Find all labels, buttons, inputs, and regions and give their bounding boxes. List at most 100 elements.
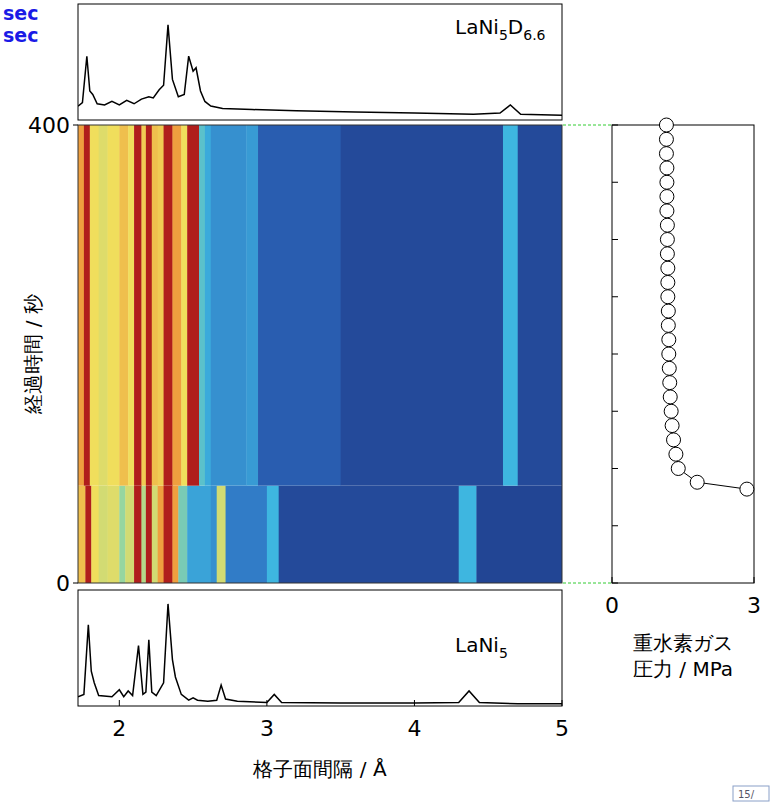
- heatmap-cell: [152, 125, 158, 486]
- y-tick: [612, 182, 618, 183]
- pressure-point: [661, 318, 675, 332]
- heatmap-cell: [503, 125, 518, 486]
- page-number: 15/: [738, 789, 755, 800]
- pressure-point: [662, 347, 676, 361]
- pressure-point: [671, 462, 685, 476]
- profile-plot: [78, 604, 562, 704]
- y-axis-title: 経過時間 / 秒: [21, 294, 45, 414]
- heatmap-cell: [211, 125, 247, 486]
- heatmap-cell: [279, 486, 459, 583]
- x-tick-label: 0: [605, 593, 619, 618]
- pressure-point: [659, 118, 673, 132]
- x-tick: [414, 700, 415, 706]
- y-tick: [612, 468, 618, 469]
- x-tick: [754, 577, 755, 583]
- heatmap-cell: [158, 125, 164, 486]
- heatmap-cell: [518, 125, 562, 486]
- pressure-point: [661, 261, 675, 275]
- pressure-point: [660, 161, 674, 175]
- pressure-point: [661, 290, 675, 304]
- heatmap-cell: [187, 125, 199, 486]
- heatmap-cell: [141, 125, 146, 486]
- pressure-point: [661, 304, 675, 318]
- annotation: sec: [3, 2, 38, 24]
- subscript: 6.6: [523, 27, 545, 43]
- heatmap-cell: [172, 486, 178, 583]
- heatmap-cell: [181, 125, 187, 486]
- panel-frame: [612, 125, 754, 583]
- heatmap-cell: [146, 125, 152, 486]
- pressure-point: [669, 447, 683, 461]
- heatmap-cell: [134, 125, 142, 486]
- text-run: D: [508, 15, 523, 39]
- heatmap-cell: [78, 125, 84, 486]
- x-axis-title: 格子面間隔 / Å: [252, 757, 386, 781]
- heatmap-cell: [119, 125, 128, 486]
- y-tick: [612, 239, 618, 240]
- heatmap-cell: [164, 486, 173, 583]
- scatter-plot: [659, 118, 753, 496]
- heatmap-cell: [128, 125, 134, 486]
- heatmap-cell: [84, 125, 90, 486]
- heatmap-cell: [125, 486, 134, 583]
- heatmap-cell: [258, 125, 341, 486]
- connector: [563, 583, 612, 584]
- annotation: sec: [3, 24, 38, 46]
- x-tick: [266, 700, 267, 706]
- heatmap-cell: [152, 486, 158, 583]
- heatmap-cell: [341, 125, 504, 486]
- pressure-point: [660, 233, 674, 247]
- y-tick: [612, 296, 618, 297]
- text-run: LaNi: [455, 633, 499, 657]
- x-tick: [119, 700, 120, 706]
- heatmap-cell: [226, 486, 268, 583]
- pressure-point: [662, 361, 676, 375]
- subscript: 5: [499, 27, 508, 43]
- heatmap-cell: [90, 125, 99, 486]
- pressure-point: [664, 404, 678, 418]
- pressure-point: [660, 175, 674, 189]
- pressure-line: [666, 125, 746, 489]
- pressure-point: [690, 475, 704, 489]
- pressure-point: [663, 390, 677, 404]
- y-tick: [612, 411, 618, 412]
- heatmap-cell: [85, 486, 91, 583]
- heatmap-cell: [146, 486, 152, 583]
- pressure-point: [659, 147, 673, 161]
- pressure-point: [660, 247, 674, 261]
- x-tick-label: 4: [407, 716, 421, 741]
- heatmap-cell: [199, 125, 205, 486]
- pressure-point: [663, 376, 677, 390]
- x-tick-label: 5: [555, 716, 569, 741]
- x-tick: [562, 700, 563, 706]
- heatmap-cell: [78, 486, 86, 583]
- heatmap-cell: [205, 125, 211, 486]
- y-tick: [612, 125, 618, 126]
- page-box: [733, 786, 769, 801]
- y-tick-label: 0: [56, 571, 70, 596]
- pressure-point: [660, 204, 674, 218]
- heatmap-cell: [246, 125, 258, 486]
- pressure-point: [662, 333, 676, 347]
- panel-title: LaNi5D6.6: [455, 15, 546, 43]
- y-tick: [612, 354, 618, 355]
- y-tick: [612, 583, 618, 584]
- heatmap-cell: [211, 486, 217, 583]
- heatmap-cell: [476, 486, 562, 583]
- heatmap-cell: [172, 125, 181, 486]
- x-axis-title: 重水素ガス: [633, 631, 733, 655]
- heatmap-cell: [99, 125, 108, 486]
- heatmap-cell: [99, 486, 108, 583]
- x-axis-title: 圧力 / MPa: [633, 657, 733, 681]
- pressure-point: [659, 132, 673, 146]
- heatmap-cell: [91, 486, 99, 583]
- heatmap-cell: [178, 486, 187, 583]
- subscript: 5: [499, 645, 508, 661]
- pressure-point: [660, 190, 674, 204]
- profile-line: [78, 604, 562, 704]
- heatmap-cell: [164, 125, 173, 486]
- heatmap-cell: [108, 486, 120, 583]
- heatmap-cell: [217, 486, 226, 583]
- pressure-point: [665, 419, 679, 433]
- x-tick: [612, 577, 613, 583]
